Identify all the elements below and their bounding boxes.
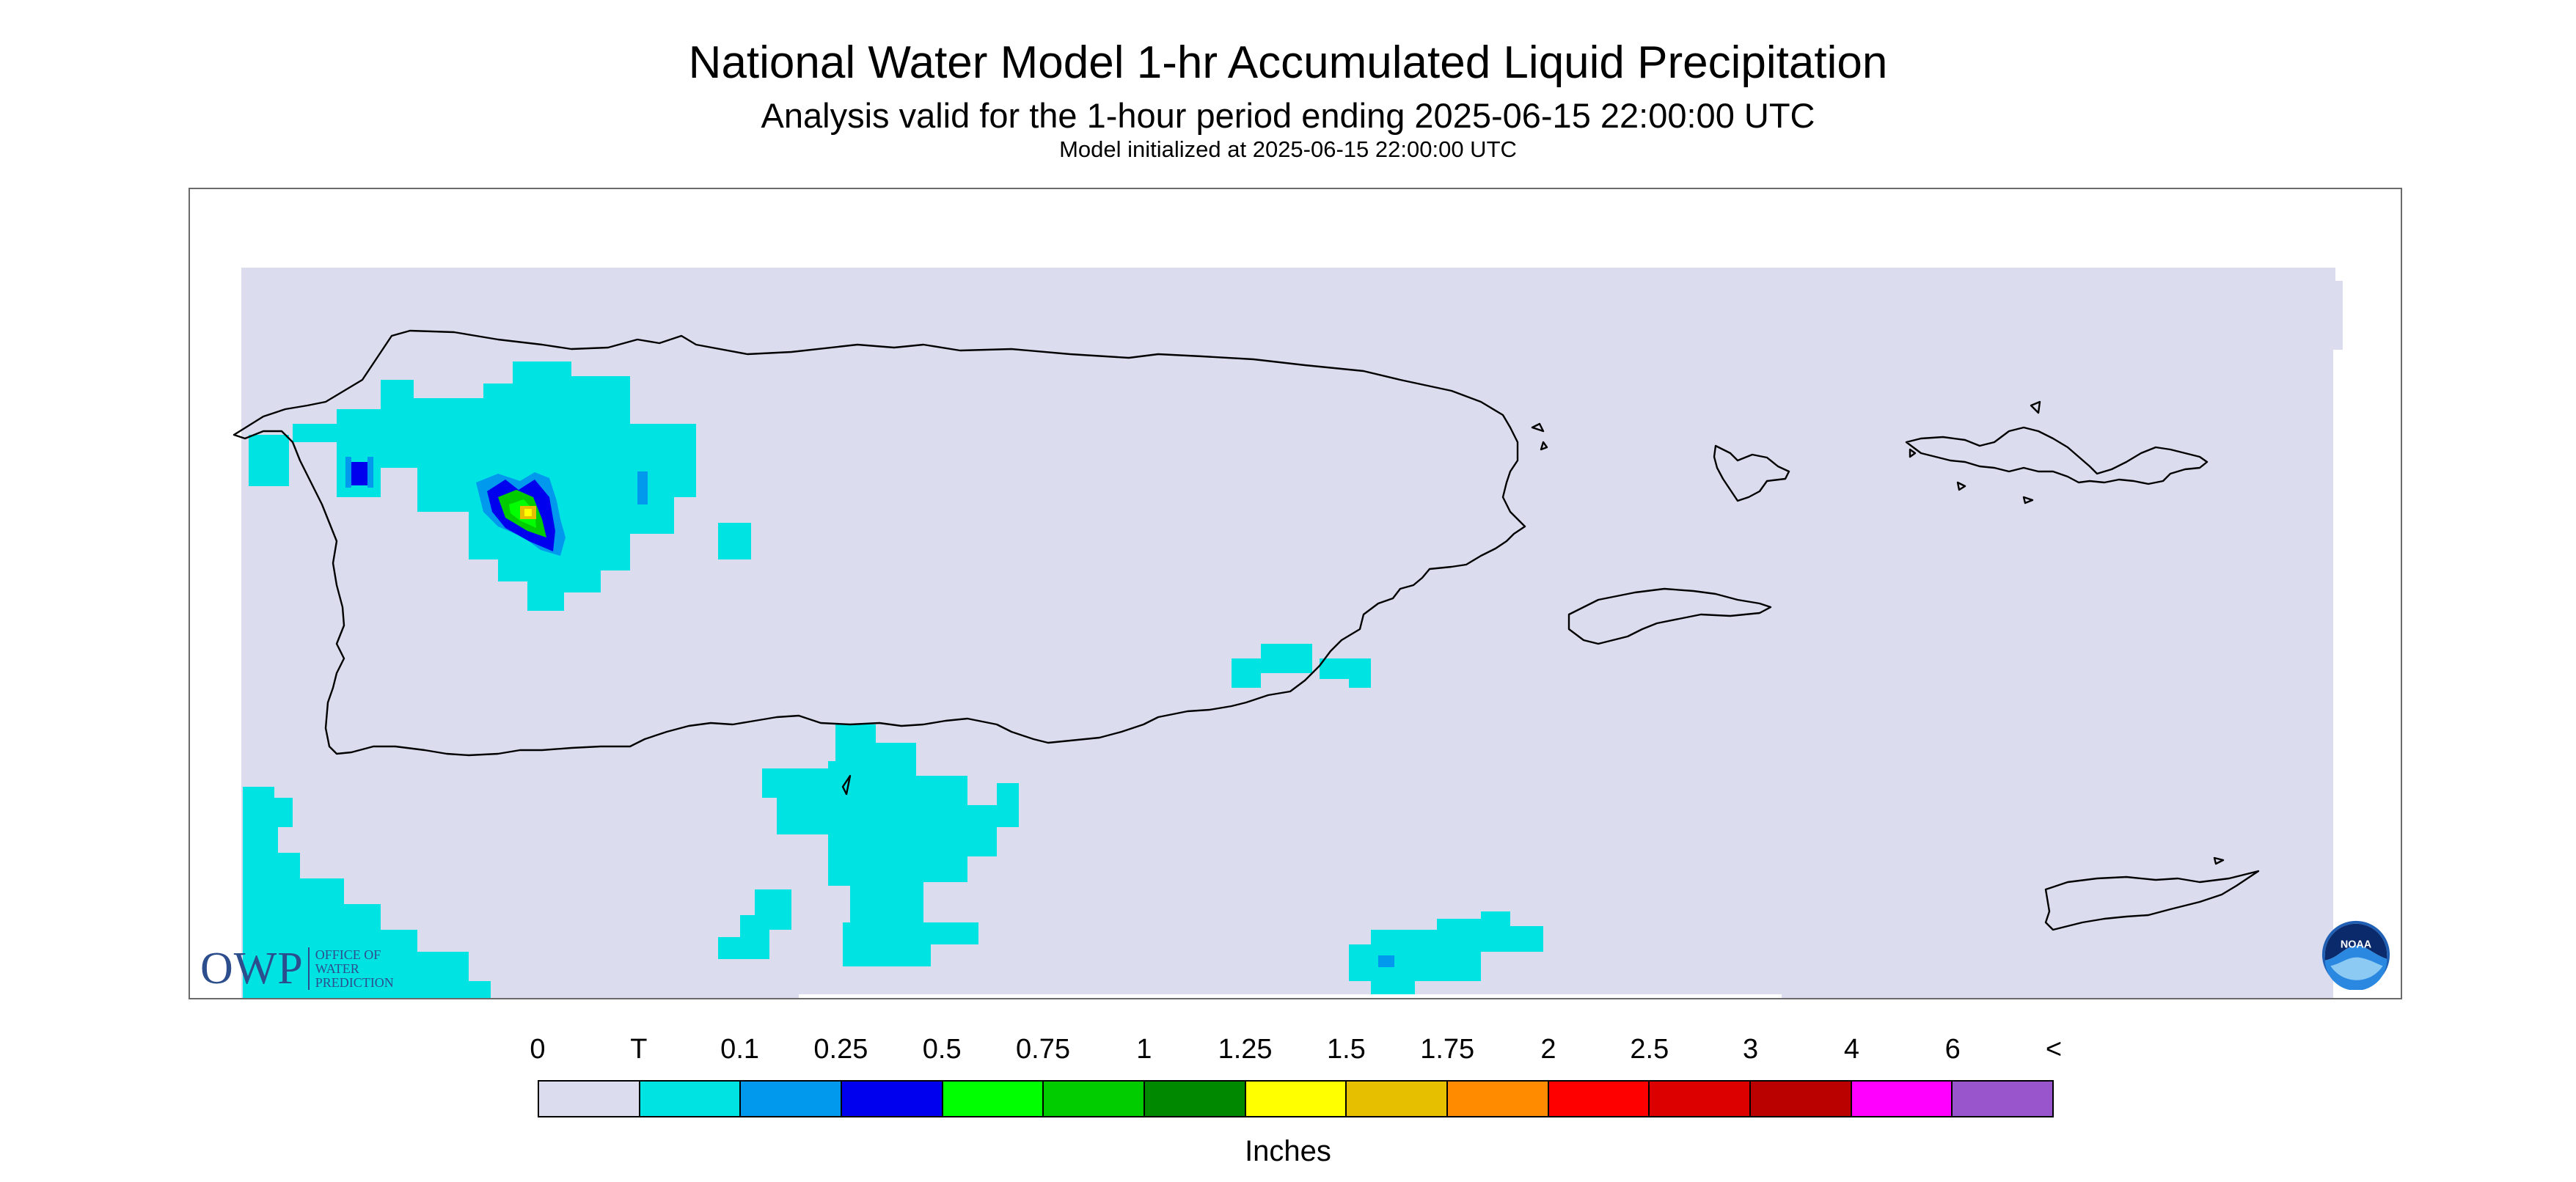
legend-tick-label: 0.75 <box>1016 1034 1070 1065</box>
legend-tick-label: 2 <box>1540 1034 1556 1065</box>
legend-swatch <box>741 1082 843 1116</box>
legend-colorbar <box>538 1080 2054 1117</box>
map-title: National Water Model 1-hr Accumulated Li… <box>688 37 1888 88</box>
nodata-strip <box>799 994 1782 998</box>
precip-cell <box>718 523 751 559</box>
precip-area-east <box>1320 658 1371 688</box>
noaa-logo: NOAA <box>2321 920 2390 990</box>
noaa-logo-text: NOAA <box>2341 939 2372 950</box>
legend-tick-label: 6 <box>1944 1034 1961 1065</box>
model-init-line: Model initialized at 2025-06-15 22:00:00… <box>1059 136 1517 162</box>
model-domain <box>241 268 2343 998</box>
legend-swatch <box>1751 1082 1852 1116</box>
legend-swatch <box>1347 1082 1449 1116</box>
owp-logo-line: PREDICTION <box>315 974 394 990</box>
legend-swatch <box>539 1082 640 1116</box>
legend-swatch <box>1650 1082 1752 1116</box>
owp-logo-line: WATER <box>315 961 359 976</box>
legend-tick-label: 1.5 <box>1326 1034 1366 1065</box>
st-thomas-st-john-outline <box>1905 426 2209 485</box>
owp-logo: OWP OFFICE OF WATER PREDICTION <box>200 943 394 994</box>
legend-tick-labels: 0 T 0.1 0.25 0.5 0.75 1 1.25 1.5 1.75 2 2.5 3 4 6 < <box>0 1034 2576 1078</box>
owp-logo-text: OFFICE OF WATER PREDICTION <box>315 947 394 990</box>
owp-logo-divider <box>307 947 310 990</box>
legend-swatch <box>1245 1082 1347 1116</box>
legend-tick-label: 4 <box>1843 1034 1859 1065</box>
legend-tick-label: 1.75 <box>1420 1034 1475 1065</box>
precip-area-east <box>1232 644 1312 688</box>
precip-cell <box>249 435 289 486</box>
legend-swatch <box>842 1082 943 1116</box>
precip-area-west-edge <box>243 787 491 998</box>
legend-tick-label: 1 <box>1136 1034 1152 1065</box>
legend-tick-label: 0.25 <box>813 1034 868 1065</box>
st-croix-outline <box>2044 870 2260 931</box>
legend-swatch <box>943 1082 1044 1116</box>
legend-tick-label: T <box>630 1034 648 1065</box>
map-subtitle: Analysis valid for the 1-hour period end… <box>761 96 1815 135</box>
legend-tick-label: 0.5 <box>922 1034 962 1065</box>
legend-swatch <box>640 1082 742 1116</box>
legend-swatch <box>1851 1082 1953 1116</box>
precip-area-southeast <box>1349 911 1543 996</box>
owp-logo-letters: OWP <box>200 943 304 994</box>
legend-swatch <box>1548 1082 1650 1116</box>
coastlines <box>233 329 2260 931</box>
legend-tick-label: 2.5 <box>1630 1034 1669 1065</box>
culebra-outline <box>1713 444 1790 502</box>
legend-tick-label: 0 <box>530 1034 546 1065</box>
precip-area-southwest <box>718 889 791 959</box>
map-panel[interactable]: OWP OFFICE OF WATER PREDICTION NOAA <box>189 188 2402 999</box>
legend-tick-label: 3 <box>1743 1034 1759 1065</box>
owp-logo-line: OFFICE OF <box>315 947 381 962</box>
legend-units: Inches <box>1245 1135 1331 1167</box>
puerto-rico-outline <box>233 329 1526 757</box>
legend-swatch <box>1448 1082 1549 1116</box>
vieques-outline <box>1567 587 1772 645</box>
precip-core <box>345 457 1394 967</box>
legend-tick-label: < <box>2045 1034 2063 1065</box>
precipitation-map[interactable] <box>190 189 2402 999</box>
legend-swatch <box>1044 1082 1146 1116</box>
legend-swatch <box>1953 1082 2053 1116</box>
precip-area-south <box>762 724 1019 966</box>
legend-tick-label: 1.25 <box>1218 1034 1273 1065</box>
legend-tick-label: 0.1 <box>720 1034 760 1065</box>
legend-swatch <box>1145 1082 1246 1116</box>
